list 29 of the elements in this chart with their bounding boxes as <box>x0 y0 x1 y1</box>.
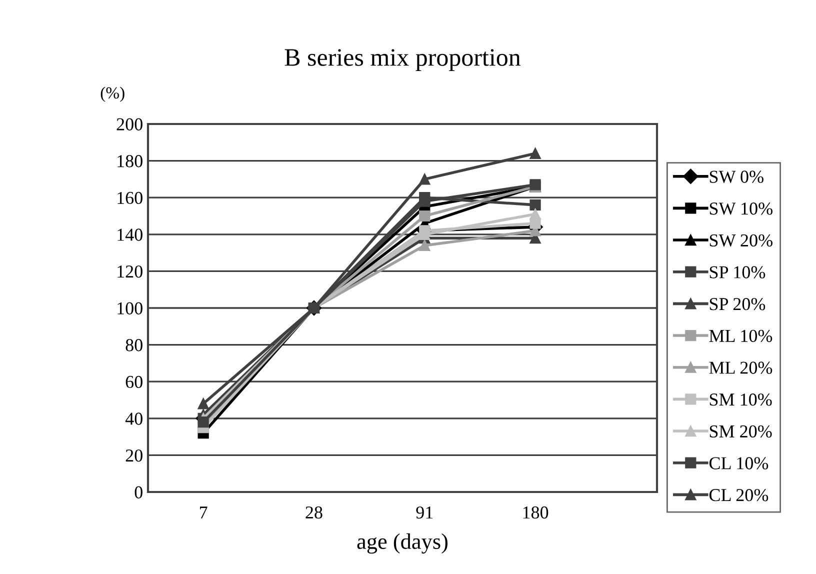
chart-title: B series mix proportion <box>284 49 521 71</box>
y-tick-label: 140 <box>118 228 142 241</box>
y-tick-label: 120 <box>118 265 142 278</box>
legend-label: ML 10% <box>709 330 772 342</box>
x-tick-label: 28 <box>306 506 322 519</box>
y-tick-label: 80 <box>126 339 142 352</box>
y-tick-label: 100 <box>118 302 142 314</box>
y-tick-label: 60 <box>126 376 142 388</box>
y-tick-label: 20 <box>126 449 142 462</box>
y-tick-label: 40 <box>125 412 142 425</box>
x-tick-label: 7 <box>200 506 208 518</box>
y-tick-label: 200 <box>116 118 142 130</box>
legend-label: SW 20% <box>710 234 772 247</box>
legend-label: SW 10% <box>710 202 772 215</box>
legend-label: SM 10% <box>710 393 772 406</box>
x-axis-title: age (days) <box>357 533 448 554</box>
legend-label: CL 20% <box>709 488 768 502</box>
y-tick-label: 160 <box>118 192 142 204</box>
legend-label: ML 20% <box>709 362 772 374</box>
legend-label: SW 0% <box>710 170 764 183</box>
y-tick-label: 0 <box>134 486 142 498</box>
legend-label: CL 10% <box>709 457 768 470</box>
legend-label: SP 20% <box>710 298 766 310</box>
legend-label: SP 10% <box>710 266 766 278</box>
y-tick-label: 180 <box>118 155 142 168</box>
x-tick-label: 180 <box>523 506 548 519</box>
x-tick-label: 91 <box>416 506 433 519</box>
legend-label: SM 20% <box>710 425 772 438</box>
y-axis-title: (%) <box>100 86 124 102</box>
